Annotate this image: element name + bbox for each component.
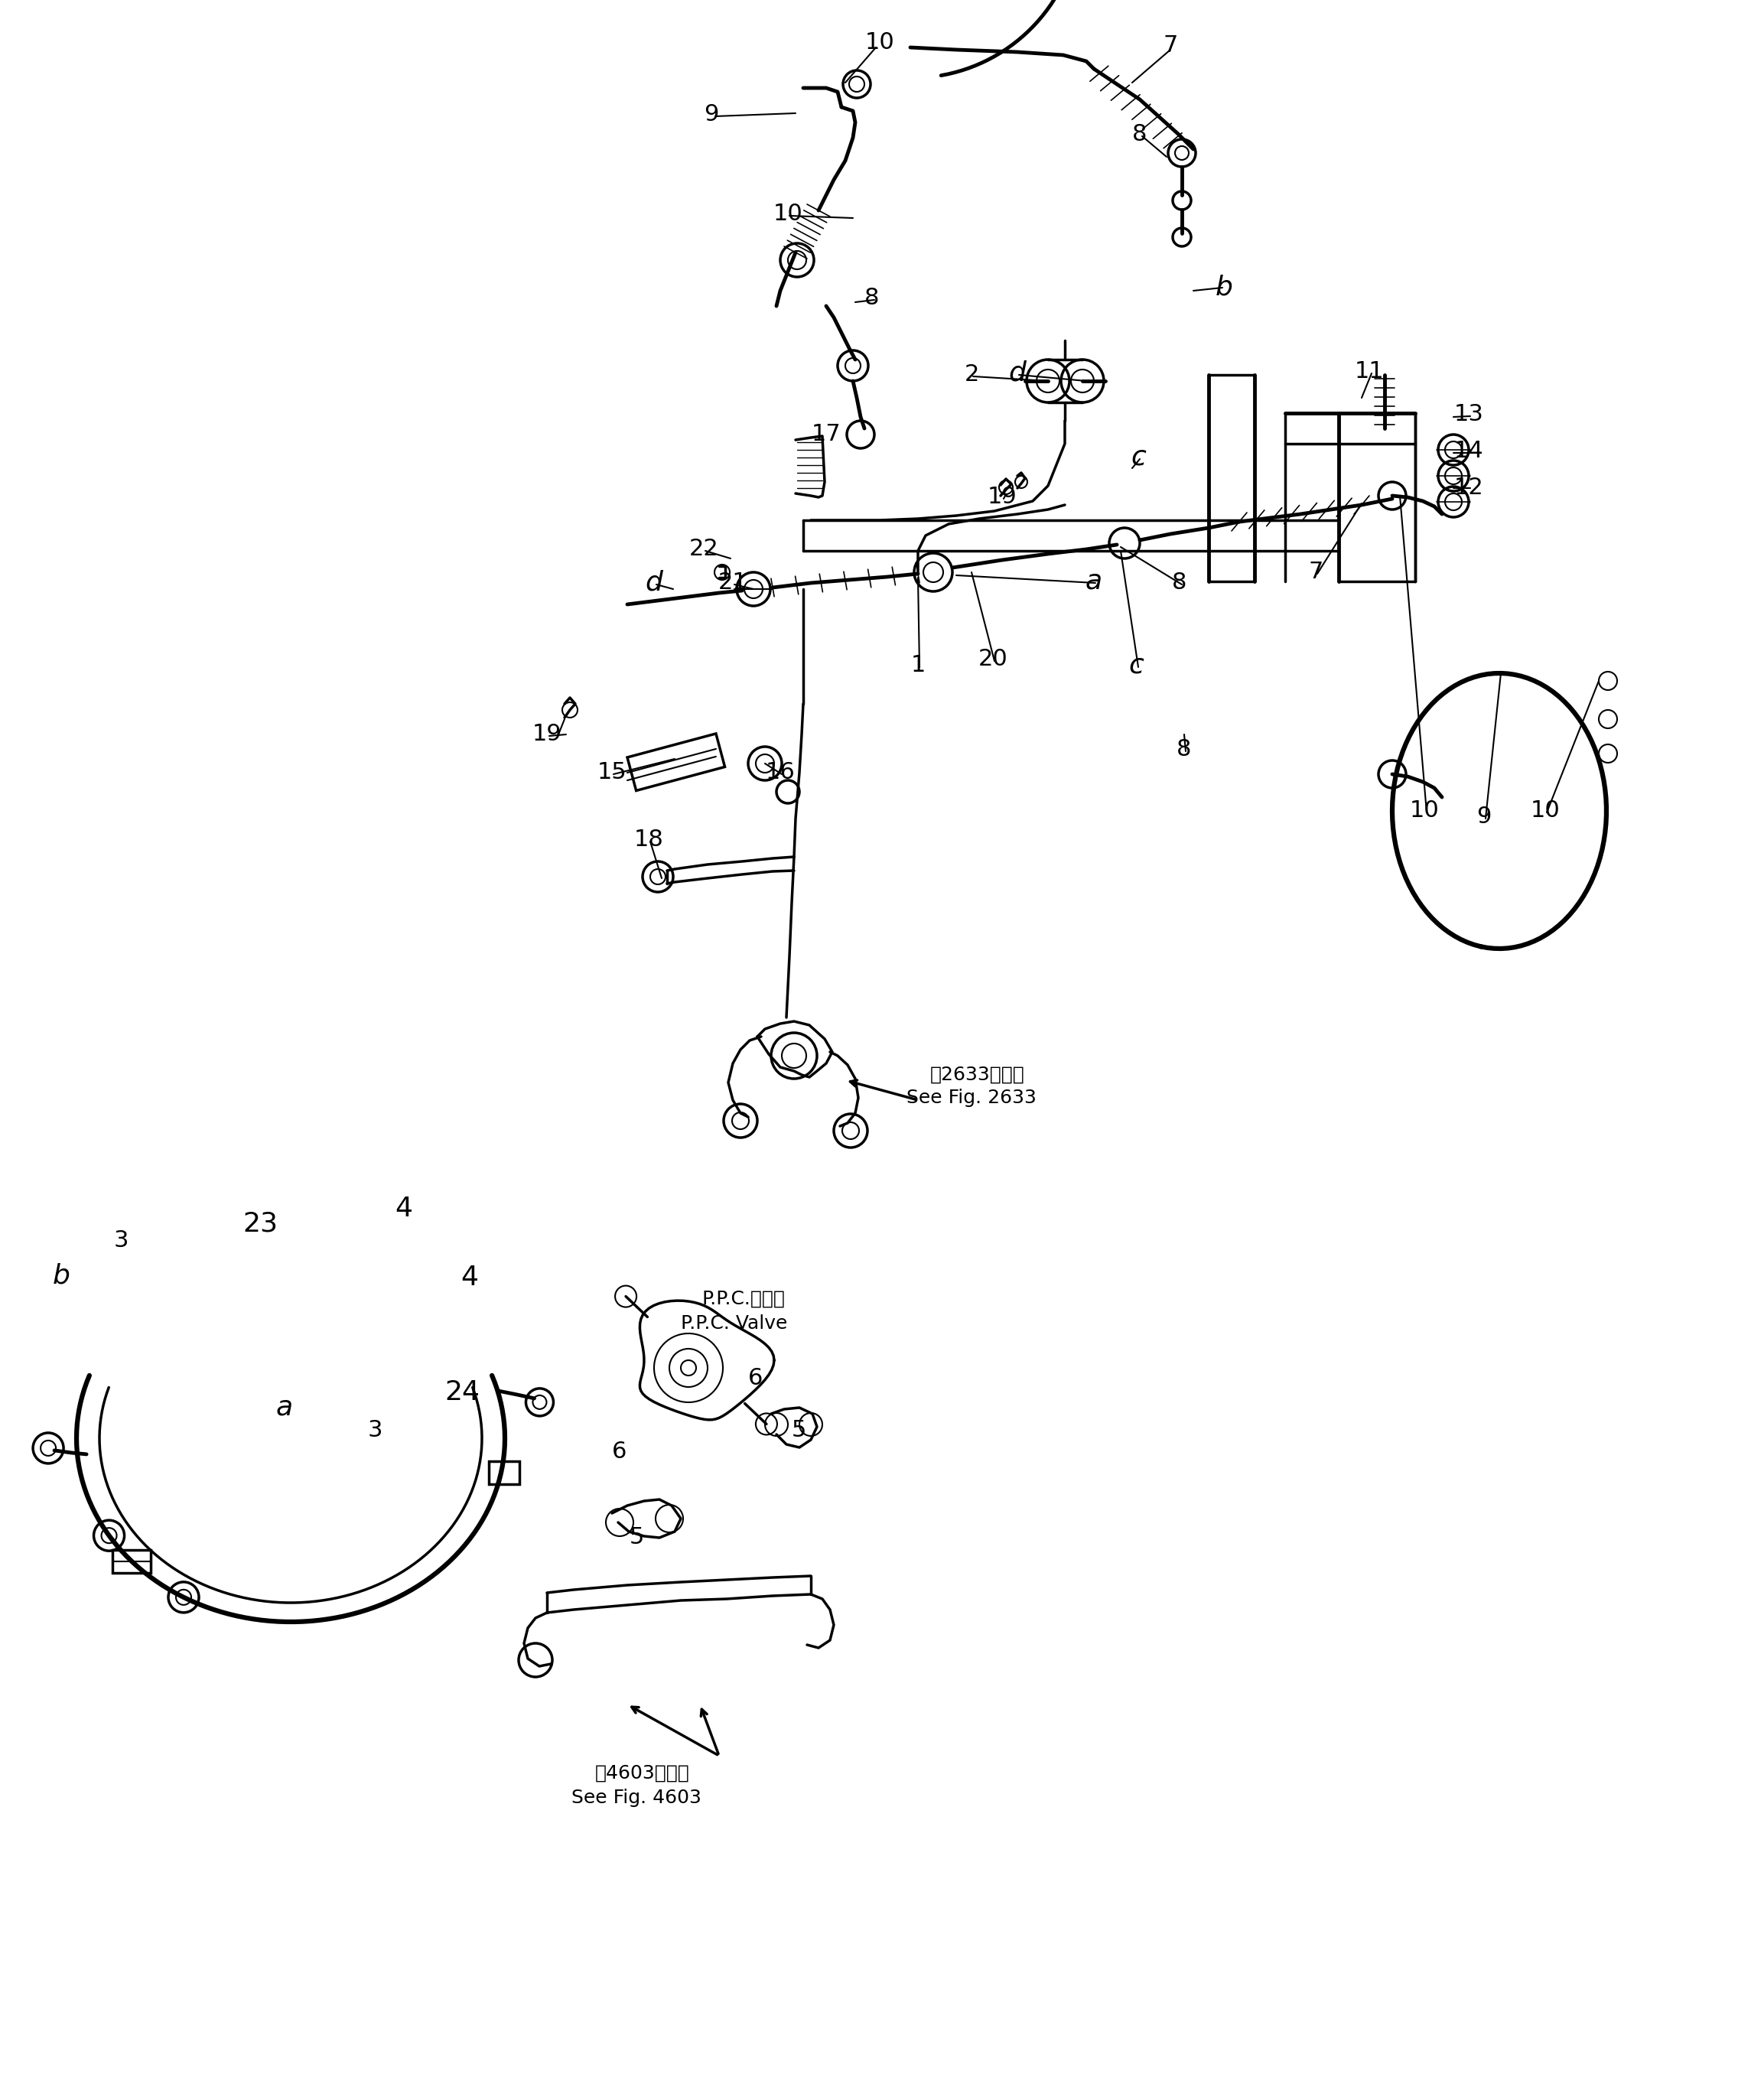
- Text: a: a: [1086, 569, 1102, 594]
- Text: 4: 4: [395, 1195, 412, 1222]
- Text: 16: 16: [765, 762, 794, 783]
- Text: 4: 4: [461, 1264, 478, 1292]
- Text: 11: 11: [1354, 359, 1383, 382]
- Text: c: c: [1128, 653, 1144, 678]
- Text: 24: 24: [445, 1380, 480, 1405]
- Text: See Fig. 4603: See Fig. 4603: [572, 1789, 702, 1806]
- Text: 8: 8: [1171, 571, 1187, 594]
- Text: 9: 9: [1477, 806, 1491, 827]
- Text: 19: 19: [532, 722, 561, 746]
- Text: 21: 21: [718, 571, 747, 594]
- Text: 2: 2: [965, 363, 978, 386]
- Bar: [488, 1462, 520, 1485]
- Bar: [627, 733, 725, 790]
- Text: d: d: [1008, 361, 1025, 386]
- Text: P.P.C. Valve: P.P.C. Valve: [681, 1315, 787, 1333]
- Text: 9: 9: [704, 103, 720, 126]
- Text: 10: 10: [773, 204, 803, 225]
- Text: 1: 1: [911, 655, 925, 676]
- Text: See Fig. 2633: See Fig. 2633: [907, 1088, 1036, 1107]
- Text: 22: 22: [688, 538, 718, 561]
- Text: 12: 12: [1455, 477, 1484, 500]
- Text: 14: 14: [1455, 441, 1484, 462]
- Text: 8: 8: [1177, 739, 1192, 760]
- Text: 3: 3: [367, 1420, 382, 1443]
- Text: d: d: [645, 569, 662, 596]
- Text: 5: 5: [791, 1420, 806, 1443]
- Text: 19: 19: [987, 487, 1017, 508]
- Text: b: b: [52, 1262, 70, 1289]
- Text: 13: 13: [1455, 403, 1484, 426]
- Text: 7: 7: [1309, 561, 1323, 584]
- Text: a: a: [276, 1394, 294, 1422]
- Text: 第2633図参照: 第2633図参照: [930, 1065, 1025, 1084]
- Text: 15: 15: [598, 762, 627, 783]
- Text: 20: 20: [978, 649, 1008, 670]
- Text: 7: 7: [1163, 36, 1178, 57]
- Text: 第4603図参照: 第4603図参照: [594, 1764, 690, 1783]
- Text: 17: 17: [812, 424, 841, 445]
- Text: 5: 5: [629, 1527, 643, 1550]
- Text: 8: 8: [1133, 122, 1147, 145]
- Text: 10: 10: [866, 31, 895, 52]
- Text: P.P.C.バルブ: P.P.C.バルブ: [702, 1289, 786, 1308]
- Text: b: b: [1215, 273, 1232, 300]
- Text: 6: 6: [612, 1441, 627, 1464]
- Text: 23: 23: [243, 1212, 278, 1237]
- Text: 10: 10: [1531, 800, 1561, 821]
- Bar: [113, 1550, 151, 1573]
- Text: 6: 6: [749, 1367, 763, 1390]
- Text: c: c: [1131, 445, 1145, 470]
- Text: 3: 3: [113, 1231, 129, 1252]
- Text: 18: 18: [634, 830, 664, 851]
- Text: 10: 10: [1410, 800, 1439, 821]
- Text: 8: 8: [864, 288, 879, 309]
